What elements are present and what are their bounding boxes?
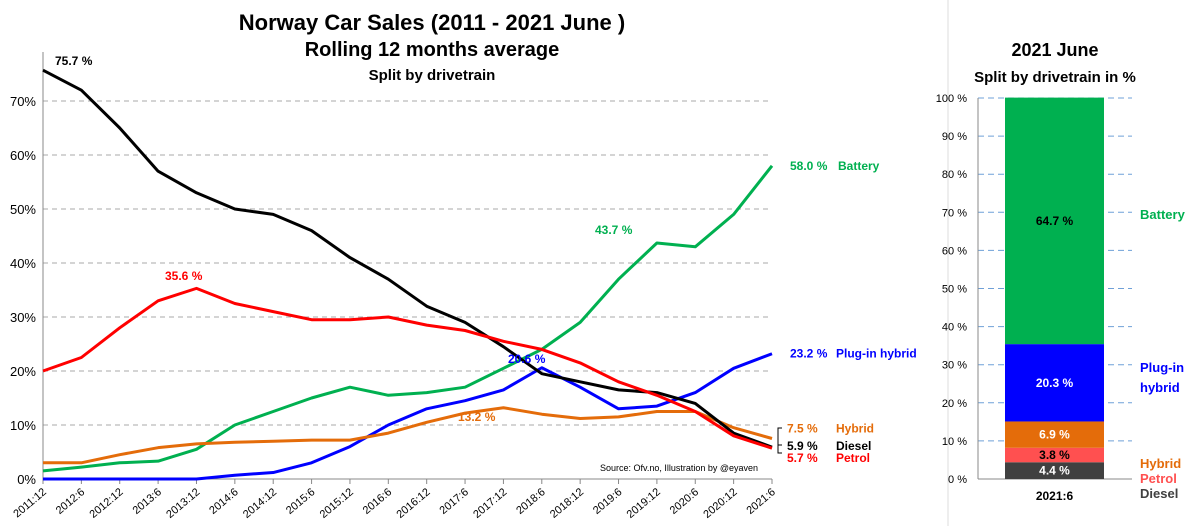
y-tick-label: 0 % (948, 474, 967, 486)
x-tick-label: 2011:12 (11, 486, 49, 520)
y-tick-label: 0% (17, 472, 36, 487)
x-tick-label: 2016:6 (361, 486, 394, 517)
x-tick-label: 2020:6 (668, 486, 701, 517)
bar-segment-petrol (1005, 447, 1104, 463)
legend-label: Battery (1140, 207, 1186, 222)
source-note: Source: Ofv.no, Illustration by @eyaven (600, 463, 758, 473)
end-value-label: 7.5 % (787, 422, 818, 436)
y-tick-label: 90 % (942, 131, 967, 143)
y-tick-label: 80 % (942, 169, 967, 181)
bracket (777, 427, 782, 454)
annotation-label: 75.7 % (55, 54, 93, 68)
x-tick-label: 2015:12 (318, 486, 356, 521)
legend-label: Hybrid (1140, 456, 1181, 471)
annotation-label: 20.6 % (508, 352, 546, 366)
x-tick-label: 2013:6 (131, 486, 164, 517)
x-tick-label: 2020:12 (701, 486, 739, 521)
x-tick-label: 2012:6 (54, 486, 87, 517)
legend-label: Petrol (1140, 471, 1177, 486)
y-tick-label: 60% (10, 148, 36, 163)
series-line-diesel (42, 68, 773, 449)
series-name-label: Petrol (836, 451, 870, 465)
annotation-label: 35.6 % (165, 269, 203, 283)
y-tick-label: 30 % (942, 360, 967, 372)
y-tick-label: 10% (10, 418, 36, 433)
y-tick-label: 50 % (942, 284, 967, 296)
y-tick-label: 40% (10, 256, 36, 271)
x-tick-label: 2018:6 (514, 486, 547, 517)
x-tick-label: 2015:6 (284, 486, 317, 517)
x-tick-label: 2014:12 (241, 486, 279, 521)
annotation-label: 43.7 % (595, 223, 633, 237)
bar-value-label: 3.8 % (1039, 448, 1070, 462)
series-line-petrol (42, 286, 773, 450)
x-tick-label: 2016:12 (394, 486, 432, 521)
annotation-label: 13.2 % (458, 410, 496, 424)
legend-label: Diesel (1140, 486, 1178, 501)
x-tick-label: 2017:12 (471, 486, 509, 521)
y-tick-label: 60 % (942, 245, 967, 257)
y-tick-label: 100 % (936, 93, 967, 105)
left-chart-subtitle: Rolling 12 months average (305, 39, 560, 61)
bar-value-label: 64.7 % (1036, 214, 1074, 228)
end-value-label: 23.2 % (790, 347, 828, 361)
x-tick-label: 2018:12 (548, 486, 586, 521)
x-tick-label: 2019:12 (625, 486, 663, 521)
x-tick-label: 2019:6 (591, 486, 624, 517)
y-tick-label: 70% (10, 94, 36, 109)
x-tick-label: 2013:12 (164, 486, 202, 521)
x-tick-label: 2012:12 (87, 486, 125, 521)
x-tick-label: 2014:6 (207, 486, 240, 517)
bar-value-label: 20.3 % (1036, 376, 1074, 390)
bar-value-label: 6.9 % (1039, 428, 1070, 442)
series-name-label: Battery (838, 159, 880, 173)
bar-segment-hybrid (1005, 421, 1104, 448)
series-name-label: Plug-in hybrid (836, 347, 917, 361)
right-chart-subtitle: Split by drivetrain in % (974, 69, 1136, 86)
y-tick-label: 10 % (942, 436, 967, 448)
series-name-label: Hybrid (836, 422, 874, 436)
series-line-battery (42, 164, 774, 473)
series-name-label: Diesel (836, 439, 871, 453)
y-tick-label: 50% (10, 202, 36, 217)
y-tick-label: 70 % (942, 207, 967, 219)
y-tick-label: 30% (10, 310, 36, 325)
y-tick-label: 20 % (942, 398, 967, 410)
end-value-label: 58.0 % (790, 159, 828, 173)
bar-segment-battery (1005, 97, 1104, 345)
y-tick-label: 20% (10, 364, 36, 379)
x-tick-label: 2021:6 (1036, 489, 1074, 503)
bar-value-label: 4.4 % (1039, 464, 1070, 478)
x-tick-label: 2021:6 (744, 486, 777, 517)
series-line-hybrid (43, 406, 773, 465)
end-value-label: 5.9 % (787, 439, 818, 453)
series-line-plug-in-hybrid (43, 352, 773, 481)
end-value-label: 5.7 % (787, 451, 818, 465)
bar-segment-diesel (1005, 462, 1104, 479)
legend-label: hybrid (1140, 380, 1180, 395)
legend-label: Plug-in (1140, 360, 1184, 375)
left-chart-title: Norway Car Sales (2011 - 2021 June ) (239, 10, 625, 35)
right-chart-title: 2021 June (1011, 40, 1098, 60)
y-tick-label: 40 % (942, 322, 967, 334)
bar-segment-plug-in-hybrid (1005, 344, 1104, 422)
left-chart-subtitle2: Split by drivetrain (369, 67, 496, 84)
x-tick-label: 2017:6 (437, 486, 470, 517)
